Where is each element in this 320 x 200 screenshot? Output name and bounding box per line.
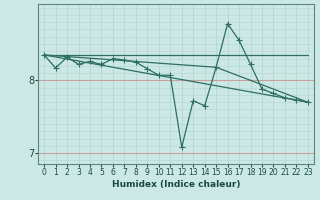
X-axis label: Humidex (Indice chaleur): Humidex (Indice chaleur)	[112, 180, 240, 189]
